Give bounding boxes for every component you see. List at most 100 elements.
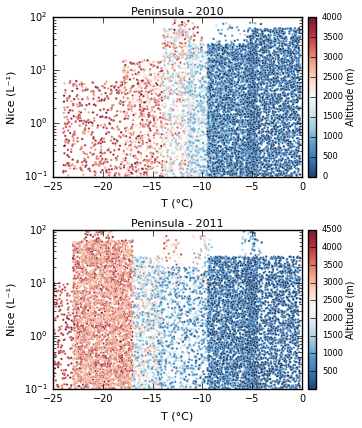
Point xyxy=(221,122,227,129)
Point xyxy=(136,293,142,300)
Point xyxy=(258,62,264,69)
Point xyxy=(157,340,163,347)
Point xyxy=(171,353,177,360)
Point xyxy=(213,103,219,110)
Point xyxy=(265,67,271,74)
Point xyxy=(139,119,145,126)
Point xyxy=(104,270,109,277)
Point xyxy=(239,83,244,89)
Point xyxy=(191,107,197,114)
Point xyxy=(227,108,232,115)
Point xyxy=(77,376,83,383)
Point xyxy=(228,154,233,161)
Point xyxy=(282,50,288,56)
Point xyxy=(67,78,73,85)
Point xyxy=(210,160,216,166)
Point xyxy=(116,171,122,178)
Point xyxy=(168,362,174,369)
Point xyxy=(169,65,175,72)
Point xyxy=(245,120,251,127)
Point xyxy=(244,285,250,291)
Point xyxy=(275,76,281,83)
Point xyxy=(122,269,127,276)
Point xyxy=(207,266,212,273)
Point xyxy=(237,172,243,179)
Point xyxy=(147,369,152,376)
Point xyxy=(177,26,183,33)
Point xyxy=(123,338,129,345)
Point xyxy=(291,104,297,110)
Point xyxy=(159,354,164,360)
Point xyxy=(220,89,226,95)
Point xyxy=(105,308,111,315)
Point xyxy=(285,61,290,68)
Point xyxy=(296,274,302,281)
Point xyxy=(213,48,219,54)
Point xyxy=(212,287,218,294)
Point xyxy=(212,124,218,131)
Point xyxy=(111,84,117,91)
Point xyxy=(243,274,248,281)
Point xyxy=(256,85,261,92)
Point xyxy=(284,104,290,111)
Point xyxy=(222,96,228,103)
Point xyxy=(270,378,275,385)
Point xyxy=(257,277,263,284)
Point xyxy=(80,277,86,284)
Point xyxy=(273,162,278,169)
Point xyxy=(158,299,164,306)
Point xyxy=(243,345,249,351)
Point xyxy=(276,143,282,150)
Point xyxy=(159,299,165,306)
Point xyxy=(289,107,294,113)
Point xyxy=(225,273,231,280)
Point xyxy=(216,161,222,168)
Point xyxy=(122,341,128,348)
Point xyxy=(281,75,287,82)
Point xyxy=(224,362,230,369)
Point xyxy=(211,264,217,270)
Point xyxy=(216,102,222,109)
Point xyxy=(163,338,169,345)
Point xyxy=(219,168,225,175)
Point xyxy=(256,26,262,33)
Point xyxy=(183,383,189,390)
Point xyxy=(248,302,253,309)
Point xyxy=(142,366,148,373)
Point xyxy=(214,42,220,48)
Point xyxy=(292,327,298,333)
Point xyxy=(288,35,294,42)
Point xyxy=(262,37,268,44)
Point xyxy=(233,80,239,86)
Point xyxy=(189,91,195,98)
Point xyxy=(268,379,273,386)
Point xyxy=(294,352,300,359)
Point xyxy=(284,41,290,48)
Point xyxy=(217,259,223,265)
Point xyxy=(107,271,113,278)
Point xyxy=(105,310,111,317)
Point xyxy=(196,54,202,61)
Point xyxy=(237,42,243,49)
Point xyxy=(187,73,193,80)
Point xyxy=(176,325,182,332)
Point xyxy=(234,126,240,133)
Point xyxy=(247,57,252,64)
Point xyxy=(264,317,270,324)
Point xyxy=(122,323,128,330)
Point xyxy=(163,282,168,288)
Point xyxy=(206,93,212,100)
Point xyxy=(266,162,272,169)
Point xyxy=(247,68,252,74)
Point xyxy=(122,81,127,88)
Point xyxy=(215,96,220,103)
Point xyxy=(174,164,180,171)
Point xyxy=(272,256,278,262)
Point xyxy=(252,338,258,345)
Point xyxy=(215,342,221,349)
Point xyxy=(271,38,277,45)
Point xyxy=(71,256,76,263)
Point xyxy=(249,291,254,298)
Point xyxy=(157,279,163,286)
Point xyxy=(213,346,219,353)
